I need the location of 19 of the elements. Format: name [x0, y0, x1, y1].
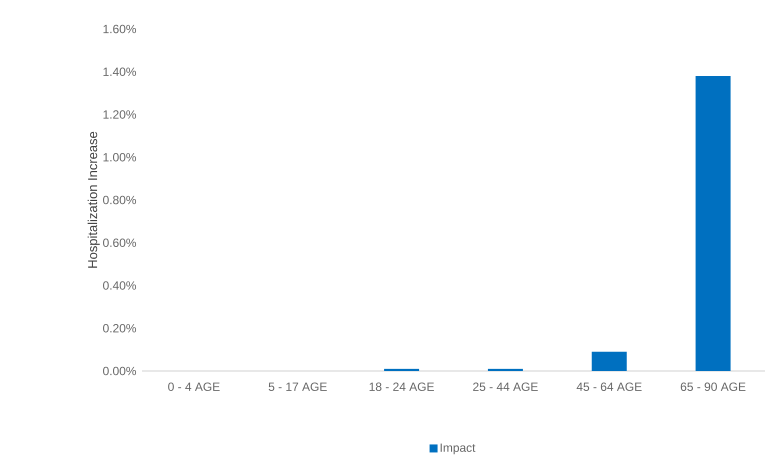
y-axis-title: Hospitalization Increase	[88, 132, 100, 268]
y-tick-label: 0.00%	[103, 366, 136, 376]
bar	[592, 352, 627, 371]
y-tick-label: 1.40%	[103, 68, 136, 76]
x-tick-label: 5 - 17 AGE	[268, 382, 327, 391]
x-tick-label: 18 - 24 AGE	[370, 382, 434, 391]
y-tick-label: 1.00%	[103, 153, 136, 162]
x-tick-label: 25 - 44 AGE	[473, 382, 538, 391]
x-tick-label: 0 - 4 AGE	[168, 382, 220, 391]
x-tick-label: 45 - 64 AGE	[576, 382, 642, 391]
y-tick-label: 1.60%	[103, 24, 136, 34]
y-tick-label: 1.20%	[103, 110, 136, 119]
y-tick-label: 0.40%	[103, 281, 136, 290]
y-tick-label: 0.20%	[103, 324, 136, 332]
x-tick-label: 65 - 90 AGE	[680, 382, 746, 391]
legend-label: Impact	[440, 444, 476, 454]
bar	[696, 76, 731, 371]
y-tick-label: 0.60%	[103, 238, 136, 247]
y-tick-label: 0.80%	[103, 196, 136, 204]
